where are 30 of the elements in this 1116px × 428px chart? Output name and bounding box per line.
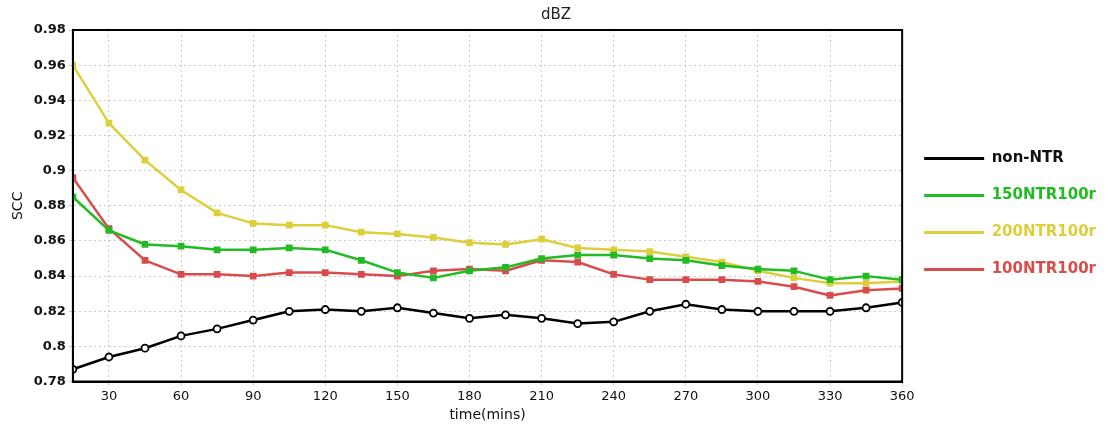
y-tick-label: 0.98 [33, 21, 66, 37]
legend-label: 100NTR100r [991, 259, 1097, 278]
legend-label: non-NTR [991, 148, 1065, 167]
y-tick-label: 0.9 [42, 162, 66, 178]
y-axis-title: SCC [9, 191, 26, 221]
y-tick-label: 0.84 [33, 267, 66, 283]
y-tick-label: 0.96 [33, 56, 66, 72]
x-tick-label: 300 [745, 387, 771, 403]
x-tick-label: 150 [384, 387, 410, 403]
legend-label: 200NTR100r [991, 222, 1097, 241]
y-tick-label: 0.94 [33, 91, 66, 107]
x-axis-title: time(mins) [449, 406, 526, 423]
y-tick-label: 0.82 [33, 302, 66, 318]
x-tick-label: 180 [457, 387, 482, 403]
y-tick-label: 0.8 [42, 337, 66, 353]
x-tick-label: 210 [529, 387, 555, 403]
y-tick-label: 0.86 [33, 232, 66, 248]
x-tick-label: 60 [172, 387, 190, 403]
x-tick-label: 360 [889, 387, 915, 403]
y-tick-label: 0.78 [33, 372, 66, 388]
x-tick-label: 120 [312, 387, 338, 403]
x-tick-label: 270 [673, 387, 699, 403]
x-tick-label: 90 [244, 387, 262, 403]
x-tick-label: 30 [100, 387, 118, 403]
x-tick-label: 330 [817, 387, 843, 403]
y-tick-label: 0.92 [33, 126, 66, 142]
x-tick-label: 240 [601, 387, 627, 403]
y-tick-label: 0.88 [33, 197, 66, 213]
chart-title: dBZ [540, 4, 572, 23]
legend-label: 150NTR100r [991, 185, 1097, 204]
